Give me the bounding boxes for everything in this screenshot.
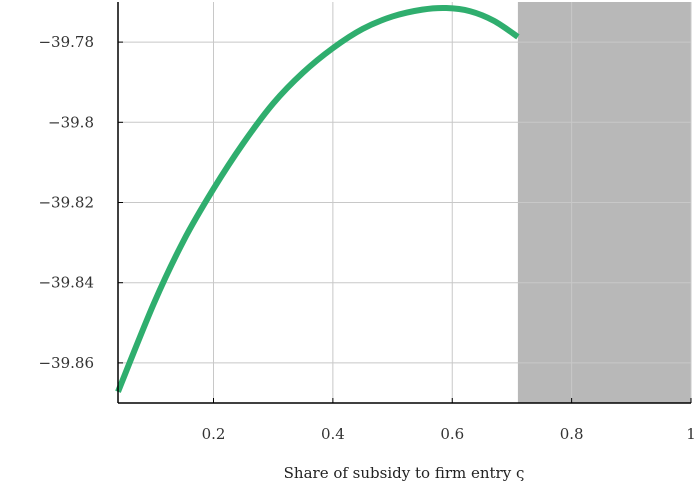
y-tick-label: −39.82 bbox=[38, 194, 94, 212]
series-layer bbox=[115, 4, 520, 393]
x-tick-label: 0.4 bbox=[321, 425, 345, 443]
x-axis-title: Share of subsidy to firm entry ς bbox=[284, 464, 525, 482]
x-tick-label: 0.2 bbox=[202, 425, 226, 443]
tick-label-layer: 0.2 0.4 0.6 0.8 1 −39.78 −39.8 −39.82 −39.84 −39.… bbox=[38, 33, 694, 443]
y-tick-label: −39.8 bbox=[48, 113, 94, 131]
x-tick-label: 1 bbox=[686, 425, 694, 443]
y-tick-label: −39.86 bbox=[38, 354, 94, 372]
y-tick-label: −39.84 bbox=[38, 274, 94, 292]
grid-layer bbox=[118, 2, 692, 403]
axis-layer bbox=[117, 2, 692, 404]
series-line bbox=[115, 4, 520, 393]
y-tick-label: −39.78 bbox=[38, 33, 94, 51]
x-tick-label: 0.6 bbox=[440, 425, 464, 443]
x-tick-label: 0.8 bbox=[560, 425, 584, 443]
